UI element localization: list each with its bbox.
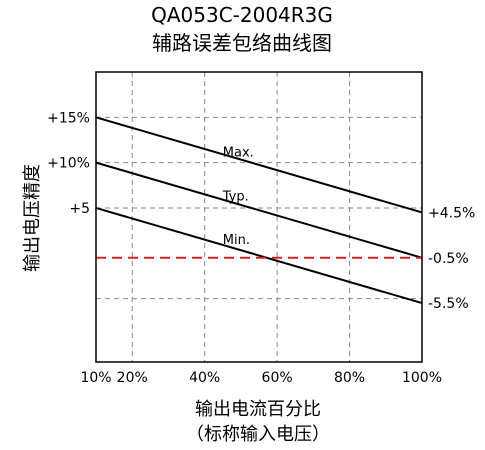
x-axis-title: 输出电流百分比 — [195, 399, 321, 420]
y-tick-label-left: +5 — [69, 201, 90, 217]
y-tick-label-left: +15% — [47, 110, 90, 126]
x-tick-label: 20% — [117, 370, 148, 386]
series-label: Typ. — [222, 190, 249, 205]
chart-subtitle: 辅路误差包络曲线图 — [152, 31, 332, 55]
x-tick-label: 10% — [80, 370, 111, 386]
x-tick-label: 80% — [334, 370, 365, 386]
y-tick-label-right: -0.5% — [428, 251, 469, 267]
series-lines — [95, 116, 423, 305]
y-tick-label-left: +10% — [47, 156, 90, 172]
y-tick-label-right: +4.5% — [428, 205, 475, 221]
series-label: Max. — [223, 145, 254, 160]
series-line — [95, 206, 423, 305]
y-tick-label-right: -5.5% — [428, 296, 469, 312]
x-axis-subtitle: （标称输入电压） — [186, 424, 330, 445]
series-label: Min. — [223, 233, 250, 248]
plot-frame — [95, 71, 423, 363]
grid — [96, 72, 422, 362]
x-tick-label: 100% — [402, 370, 442, 386]
y-axis-title: 输出电压精度 — [22, 164, 43, 272]
series-line — [95, 161, 423, 259]
x-tick-label: 40% — [189, 370, 220, 386]
x-tick-label: 60% — [262, 370, 293, 386]
series-line — [95, 116, 423, 214]
labels: Max. Typ. Min. 10% 20% 40% 60% 80% 100% +15% +10% +… — [47, 110, 475, 386]
chart-title: QA053C-2004R3G — [151, 3, 333, 27]
